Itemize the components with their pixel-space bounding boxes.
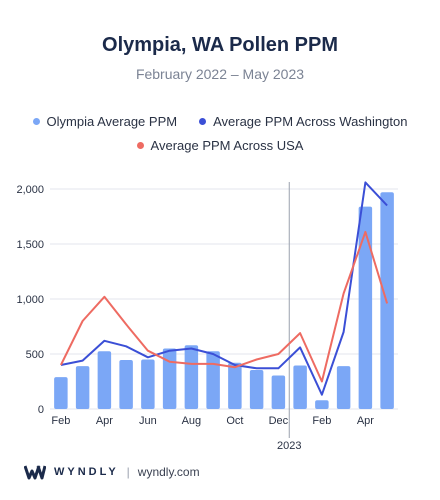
chart-title: Olympia, WA Pollen PPM: [102, 34, 338, 56]
chart-subtitle: February 2022 – May 2023: [135, 66, 305, 82]
y-tick-label: 0: [38, 404, 44, 416]
y-tick-label: 1,000: [16, 294, 44, 306]
bar-olympia: [228, 362, 242, 409]
bar-olympia: [54, 377, 68, 409]
footer-url[interactable]: wyndly.com: [137, 465, 200, 479]
bar-olympia: [119, 360, 133, 409]
legend-item-washington: Average PPM Across Washington: [199, 114, 407, 129]
line-usa: [60, 230, 389, 383]
bar-olympia: [293, 365, 307, 409]
bar-olympia: [162, 348, 177, 409]
line-washington: [60, 181, 388, 396]
legend-swatch-washington: [199, 118, 207, 125]
bar-olympia: [75, 366, 90, 409]
year-label: 2023: [277, 440, 301, 452]
bar-olympia: [358, 206, 373, 409]
legend-row-2: Average PPM Across USA: [0, 138, 440, 153]
x-tick-label: Apr: [96, 415, 113, 427]
bar-olympia: [97, 351, 112, 409]
y-tick-label: 1,500: [16, 239, 44, 251]
legend-label-olympia: Olympia Average PPM: [46, 114, 178, 129]
legend-swatch-olympia: [32, 118, 40, 125]
bar-olympia: [206, 351, 220, 409]
footer-separator: |: [126, 465, 130, 479]
legend-swatch-usa: [136, 142, 144, 149]
chart-plot: 0 500 1,000 1,500 2,000 Feb Apr Jun Aug Oct Dec Feb…: [16, 181, 398, 452]
chart-legend: Olympia Average PPM Average PPM Across W…: [0, 114, 440, 162]
x-tick-label: Feb: [312, 415, 331, 427]
footer: WYNDLY | wyndly.com: [24, 462, 200, 482]
bar-olympia: [271, 375, 286, 409]
bar-olympia: [249, 369, 264, 409]
x-tick-label: Oct: [226, 415, 243, 427]
bar-olympia: [315, 400, 329, 409]
wyndly-logo-icon: [24, 465, 46, 480]
footer-brand: WYNDLY: [54, 466, 119, 478]
legend-label-usa: Average PPM Across USA: [150, 138, 304, 153]
legend-label-washington: Average PPM Across Washington: [213, 114, 408, 129]
y-tick-label: 2,000: [16, 184, 44, 196]
legend-item-usa: Average PPM Across USA: [136, 138, 304, 153]
bar-olympia: [336, 366, 351, 409]
x-tick-label: Aug: [182, 415, 202, 427]
x-tick-label: Apr: [357, 415, 374, 427]
x-tick-label: Dec: [269, 415, 289, 427]
bar-olympia: [184, 345, 199, 409]
y-tick-label: 500: [26, 349, 44, 361]
bar-olympia: [141, 359, 155, 409]
x-tick-label: Feb: [51, 415, 70, 427]
x-tick-label: Jun: [139, 415, 157, 427]
legend-row-1: Olympia Average PPM Average PPM Across W…: [0, 114, 440, 129]
legend-item-olympia: Olympia Average PPM: [32, 114, 178, 129]
